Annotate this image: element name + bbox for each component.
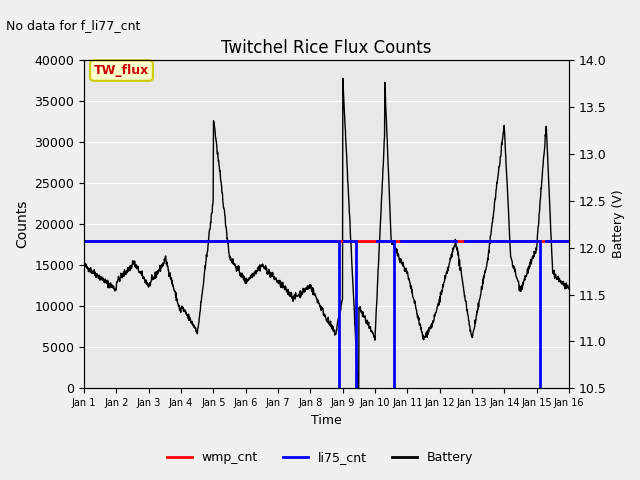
Battery <box>339 75 347 81</box>
Text: TW_flux: TW_flux <box>94 64 149 77</box>
Text: No data for f_li77_cnt: No data for f_li77_cnt <box>6 19 141 32</box>
Battery <box>118 274 125 279</box>
Battery <box>80 262 88 267</box>
Battery <box>355 400 362 406</box>
Battery <box>356 308 364 314</box>
Battery <box>296 288 303 294</box>
Y-axis label: Counts: Counts <box>15 200 29 248</box>
Legend: wmp_cnt, li75_cnt, Battery: wmp_cnt, li75_cnt, Battery <box>162 446 478 469</box>
Battery <box>286 289 294 295</box>
wmp_cnt <box>80 238 88 243</box>
Y-axis label: Battery (V): Battery (V) <box>612 190 625 258</box>
Battery <box>565 286 573 292</box>
Battery <box>305 283 312 289</box>
X-axis label: Time: Time <box>311 414 342 427</box>
Title: Twitchel Rice Flux Counts: Twitchel Rice Flux Counts <box>221 39 432 57</box>
Line: Battery: Battery <box>84 78 569 403</box>
Battery <box>138 269 145 275</box>
wmp_cnt <box>113 238 120 243</box>
